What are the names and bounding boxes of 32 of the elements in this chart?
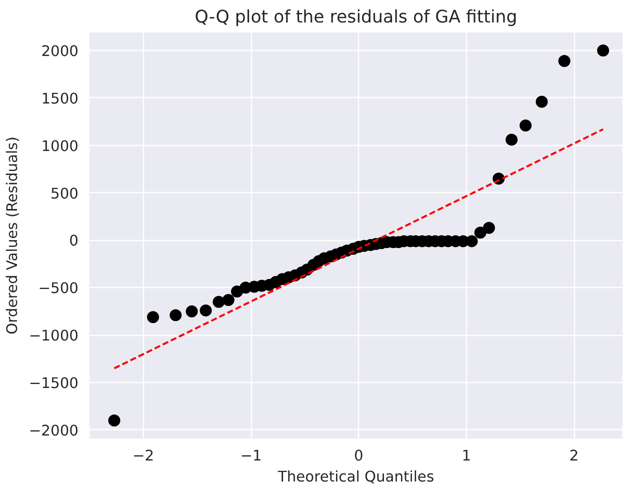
- y-tick-label: −1000: [28, 328, 79, 345]
- x-tick-label: −1: [240, 448, 262, 464]
- point: [506, 134, 518, 146]
- point: [108, 414, 120, 426]
- point: [482, 222, 495, 234]
- chart-title: Q-Q plot of the residuals of GA fitting: [194, 8, 518, 28]
- y-tick-label: 0: [69, 232, 79, 250]
- point: [474, 226, 486, 239]
- y-tick-label: 2000: [41, 43, 79, 60]
- y-axis-title: Ordered Values (Residuals): [4, 136, 21, 334]
- point: [147, 311, 160, 324]
- x-tick-label: 2: [569, 448, 579, 464]
- point: [558, 54, 570, 67]
- y-tick-label: −500: [38, 280, 79, 298]
- point: [520, 119, 532, 132]
- point: [170, 309, 182, 322]
- y-tick-label: −2000: [28, 422, 79, 440]
- point: [186, 305, 198, 318]
- point: [212, 296, 225, 308]
- point: [466, 235, 478, 248]
- y-tick-label: −1500: [28, 375, 79, 392]
- x-axis-title: Theoretical Quantiles: [276, 468, 434, 486]
- point: [222, 294, 234, 306]
- point: [597, 44, 610, 57]
- x-tick-label: 1: [462, 448, 472, 464]
- point: [536, 96, 548, 108]
- x-tick-label: −2: [132, 448, 154, 464]
- y-tick-label: 1000: [41, 138, 79, 155]
- y-tick-label: 500: [50, 185, 79, 202]
- y-tick-label: 1500: [41, 90, 79, 108]
- point: [200, 304, 212, 316]
- x-tick-label: 0: [354, 448, 364, 464]
